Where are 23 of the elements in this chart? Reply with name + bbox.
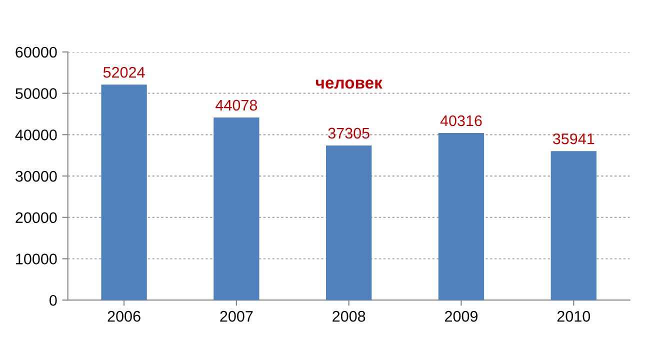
data-label: 37305 (328, 128, 370, 139)
y-tick-label: 20000 (16, 212, 57, 224)
x-tick-label: 2010 (557, 310, 590, 322)
y-tick-label: 60000 (16, 46, 57, 58)
x-tick-label: 2009 (445, 310, 478, 322)
bar (326, 145, 372, 300)
x-tick-label: 2006 (108, 310, 140, 322)
bar (550, 151, 596, 300)
y-tick-label: 50000 (16, 88, 57, 99)
bar (438, 133, 484, 300)
bar (101, 84, 147, 300)
x-tick-label: 2008 (332, 310, 366, 322)
data-label: 44078 (216, 100, 258, 111)
data-label: 52024 (103, 66, 145, 78)
y-tick-label: 10000 (16, 254, 57, 264)
annotation: человек (316, 80, 382, 89)
y-tick-label: 40000 (15, 130, 57, 140)
y-tick-label: 0 (50, 294, 57, 306)
bar (214, 117, 260, 300)
y-tick-label: 30000 (16, 170, 57, 182)
x-tick-label: 2007 (220, 310, 253, 322)
data-label: 35941 (552, 133, 594, 144)
data-label: 40316 (440, 115, 482, 126)
